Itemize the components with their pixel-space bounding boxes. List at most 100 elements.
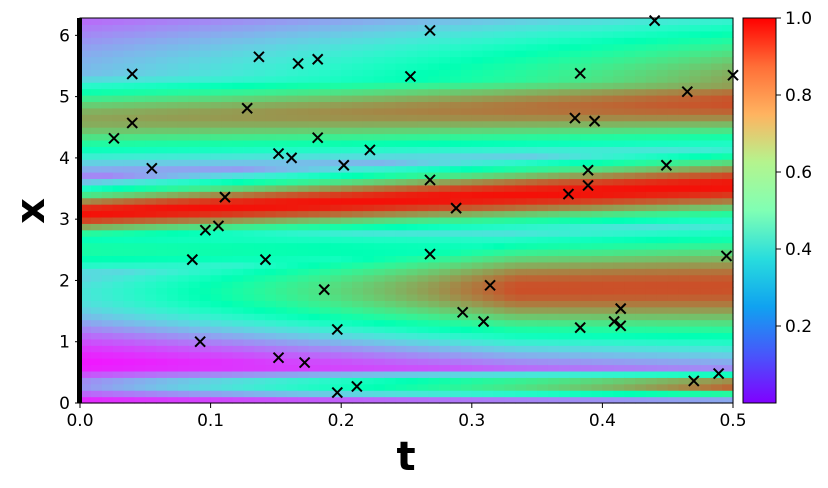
heatmap-cell [602, 95, 614, 103]
heatmap-cell [689, 75, 701, 83]
heatmap-cell [722, 364, 734, 372]
heatmap-cell [177, 184, 190, 192]
heatmap-cell [145, 50, 157, 58]
heatmap-cell [645, 377, 658, 385]
heatmap-cell [330, 24, 342, 32]
heatmap-cell [384, 332, 397, 340]
heatmap-cell [624, 313, 636, 321]
heatmap-cell [221, 210, 233, 218]
heatmap-cell [188, 287, 201, 295]
heatmap-cell [678, 255, 691, 263]
heatmap-cell [580, 287, 593, 295]
heatmap-cell [232, 197, 244, 205]
heatmap-cell [482, 261, 495, 269]
heatmap-cell [635, 223, 647, 231]
data-point-marker [574, 67, 586, 80]
heatmap-cell [471, 274, 484, 282]
heatmap-cell [145, 204, 157, 212]
heatmap-cell [471, 326, 484, 334]
heatmap-cell [591, 370, 603, 378]
heatmap-cell [167, 319, 179, 327]
heatmap-cell [580, 300, 593, 308]
heatmap-cell [482, 56, 495, 64]
heatmap-cell [624, 216, 636, 224]
heatmap-cell [547, 75, 560, 83]
data-point-marker [146, 162, 158, 175]
heatmap-cell [254, 114, 266, 122]
heatmap-cell [689, 332, 701, 340]
heatmap-cell [297, 370, 310, 378]
heatmap-cell [667, 197, 680, 205]
heatmap-cell [439, 274, 451, 282]
heatmap-cell [167, 139, 179, 147]
heatmap-cell [123, 178, 136, 186]
heatmap-cell [493, 358, 506, 366]
heatmap-cell [406, 358, 418, 366]
heatmap-cell [417, 338, 429, 346]
heatmap-cell [101, 306, 114, 314]
heatmap-cell [515, 358, 527, 366]
heatmap-cell [580, 332, 593, 340]
heatmap-cell [286, 210, 299, 218]
heatmap-cell [428, 197, 440, 205]
heatmap-cell [547, 197, 560, 205]
heatmap-cell [80, 191, 92, 199]
heatmap-cell [145, 326, 157, 334]
heatmap-cell [395, 274, 408, 282]
heatmap-cell [80, 82, 92, 90]
heatmap-cell [439, 146, 451, 154]
heatmap-cell [156, 338, 168, 346]
heatmap-cell [232, 236, 244, 244]
heatmap-cell [112, 255, 125, 263]
heatmap-cell [286, 172, 299, 180]
heatmap-cell [384, 242, 397, 250]
heatmap-cell [439, 178, 451, 186]
heatmap-cell [275, 255, 288, 263]
heatmap-cell [123, 24, 136, 32]
heatmap-cell [722, 351, 734, 359]
heatmap-cell [297, 159, 310, 167]
heatmap-cell [395, 127, 408, 135]
heatmap-cell [700, 268, 712, 276]
heatmap-cell [558, 242, 571, 250]
heatmap-cell [526, 274, 538, 282]
heatmap-cell [145, 139, 157, 147]
heatmap-cell [591, 159, 603, 167]
heatmap-cell [232, 300, 244, 308]
heatmap-cell [504, 319, 516, 327]
heatmap-cell [417, 351, 429, 359]
heatmap-cell [722, 210, 734, 218]
heatmap-cell [373, 197, 386, 205]
heatmap-cell [177, 358, 190, 366]
heatmap-cell [188, 37, 201, 45]
heatmap-cell [112, 101, 125, 109]
heatmap-cell [297, 69, 310, 77]
heatmap-cell [580, 351, 593, 359]
heatmap-cell [526, 383, 538, 391]
heatmap-cell [297, 184, 310, 192]
heatmap-cell [450, 390, 462, 398]
heatmap-cell [645, 114, 658, 122]
heatmap-cell [188, 268, 201, 276]
heatmap-cell [700, 229, 712, 237]
heatmap-cell [450, 326, 462, 334]
heatmap-cell [145, 210, 157, 218]
heatmap-cell [471, 255, 484, 263]
heatmap-cell [450, 101, 462, 109]
heatmap-cell [700, 178, 712, 186]
heatmap-cell [722, 139, 734, 147]
heatmap-cell [602, 114, 614, 122]
heatmap-cell [373, 210, 386, 218]
heatmap-cell [635, 139, 647, 147]
heatmap-cell [90, 377, 103, 385]
heatmap-cell [145, 69, 157, 77]
heatmap-cell [167, 172, 179, 180]
heatmap-cell [265, 216, 277, 224]
heatmap-cell [286, 95, 299, 103]
heatmap-cell [460, 139, 473, 147]
heatmap-cell [330, 287, 342, 295]
heatmap-cell [700, 358, 712, 366]
heatmap-cell [678, 364, 691, 372]
heatmap-cell [395, 133, 408, 141]
heatmap-cell [243, 216, 255, 224]
